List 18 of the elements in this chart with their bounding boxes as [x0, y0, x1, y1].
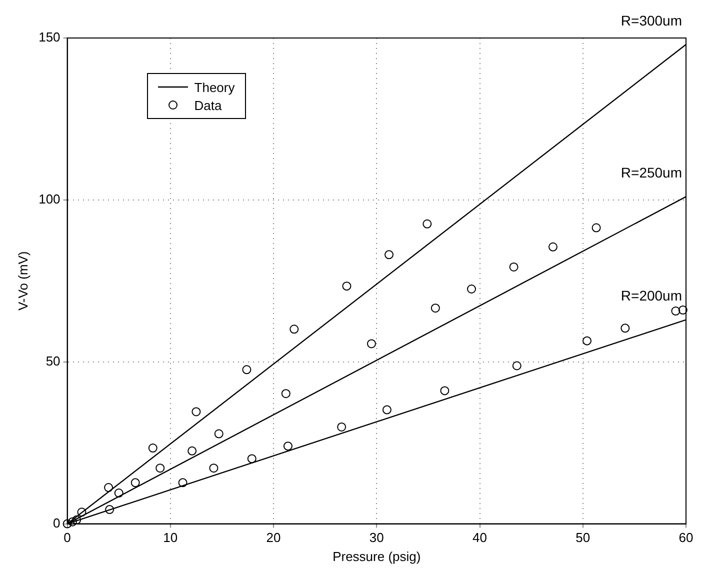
y-axis-title: V-Vo (mV): [15, 251, 30, 311]
x-tick-label: 50: [576, 530, 590, 546]
text: R=300um: [620, 12, 682, 28]
annotation: R=200um: [620, 288, 682, 304]
x-tick-label: 60: [678, 530, 694, 546]
x-tick-label: 40: [472, 530, 487, 546]
x-tick-label: 20: [266, 530, 281, 546]
x-tick-label: 30: [369, 530, 384, 546]
x-tick-label: 10: [163, 530, 178, 546]
legend-label: Theory: [194, 80, 235, 94]
y-tick-label: 100: [38, 192, 60, 207]
x-axis-title: Pressure (psig): [332, 548, 421, 564]
x-tick-label: 0: [64, 530, 71, 546]
annotation: R=250um: [620, 164, 682, 181]
y-tick-label: 50: [46, 353, 60, 368]
legend-label: Data: [194, 98, 222, 112]
y-tick-label: 150: [38, 30, 60, 45]
y-tick-label: 0: [53, 515, 60, 530]
